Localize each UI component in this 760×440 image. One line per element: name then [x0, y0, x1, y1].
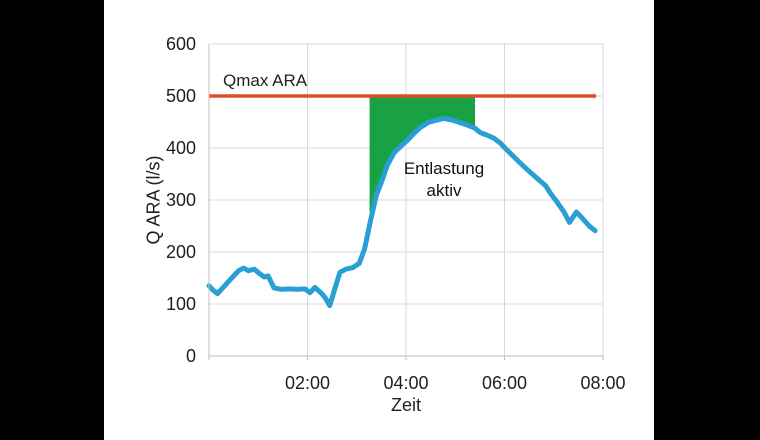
- y-tick-label: 300: [165, 190, 196, 210]
- y-tick-label: 0: [185, 346, 196, 366]
- y-tick-label: 400: [165, 138, 196, 158]
- relief-annotation: Entlastung aktiv: [403, 159, 485, 200]
- x-tick-label: 06:00: [481, 373, 528, 393]
- chart-panel: [104, 0, 654, 440]
- qmax-annotation: Qmax ARA: [223, 71, 308, 90]
- x-tick-label: 04:00: [383, 373, 429, 393]
- y-tick-label: 500: [165, 86, 196, 106]
- x-tick-label: 08:00: [580, 373, 626, 393]
- relief-area: [369, 96, 475, 226]
- x-tick-label: 02:00: [284, 373, 331, 393]
- y-tick-label: 600: [165, 34, 196, 54]
- x-axis-title: Zeit: [390, 395, 421, 415]
- y-tick-label: 200: [165, 242, 196, 262]
- y-tick-label: 100: [165, 294, 196, 314]
- flow-line: [206, 115, 598, 309]
